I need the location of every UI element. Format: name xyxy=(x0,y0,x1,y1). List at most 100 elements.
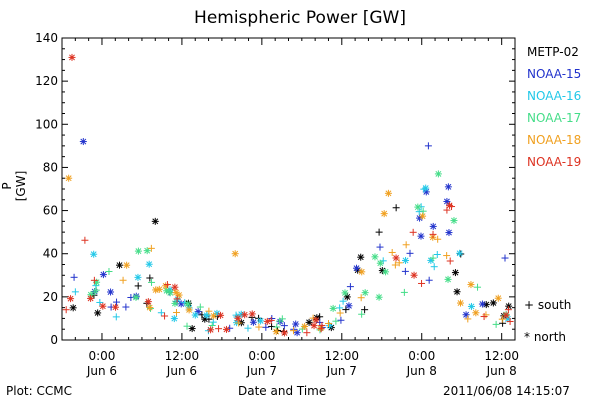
y-tick-label: 20 xyxy=(43,290,58,304)
data-point-north-d2 xyxy=(430,223,437,230)
data-point-north-d2 xyxy=(345,302,352,309)
data-point-north-d2 xyxy=(385,190,392,197)
x-tick-label-time: 0:00 xyxy=(88,349,115,363)
data-point-north-d2 xyxy=(189,325,196,332)
data-point-north-d2 xyxy=(156,286,163,293)
data-point-north-d2 xyxy=(116,262,123,269)
x-tick-label-time: 12:00 xyxy=(484,349,519,363)
data-point-north-d2 xyxy=(264,318,271,325)
data-point-north-d2 xyxy=(87,295,94,302)
data-point-north-d2 xyxy=(301,323,308,330)
x-tick-label-date: Jun 8 xyxy=(406,364,437,378)
legend-entry-noaa-16: NOAA-16 xyxy=(527,89,582,103)
data-point-north-d2 xyxy=(479,301,486,308)
data-point-north-d2 xyxy=(90,251,97,258)
data-point-north-d2 xyxy=(353,265,360,272)
data-point-north-d2 xyxy=(273,328,280,335)
data-point-north-d2 xyxy=(411,272,418,279)
legend-entry-noaa-17: NOAA-17 xyxy=(527,111,582,125)
legend-entry-metp-02: METP-02 xyxy=(527,45,579,59)
data-point-north-d2 xyxy=(173,289,179,296)
data-point-north-d2 xyxy=(112,304,119,311)
data-point-north-d2 xyxy=(446,229,452,236)
data-point-north-d2 xyxy=(377,260,384,267)
data-point-north-d2 xyxy=(376,294,383,301)
marker-key-south: + south xyxy=(524,298,572,312)
data-points xyxy=(62,53,514,337)
y-tick-label: 140 xyxy=(35,31,58,45)
data-point-north-d2 xyxy=(99,303,106,310)
data-point-north-d2 xyxy=(445,276,451,283)
data-point-north-d2 xyxy=(495,295,502,302)
legend-entry-noaa-18: NOAA-18 xyxy=(527,133,582,147)
data-point-north-d2 xyxy=(445,183,452,190)
data-point-north-d2 xyxy=(145,298,152,305)
data-point-north-d2 xyxy=(107,289,114,295)
data-point-north-d2 xyxy=(393,255,400,261)
data-point-north-d2 xyxy=(152,218,159,225)
x-tick-label-time: 0:00 xyxy=(248,349,275,363)
data-point-north-d2 xyxy=(358,268,365,275)
data-point-north-d2 xyxy=(146,304,153,311)
y-tick-label: 40 xyxy=(43,247,58,261)
y-tick-label: 100 xyxy=(35,117,58,131)
data-point-north-d2 xyxy=(67,295,74,302)
x-tick-label-date: Jun 6 xyxy=(86,364,117,378)
data-point-north-d2 xyxy=(167,289,174,296)
data-point-north-d2 xyxy=(418,233,424,240)
data-point-north-d2 xyxy=(311,322,318,329)
legend-entry-noaa-19: NOAA-19 xyxy=(527,155,582,169)
data-point-north-d2 xyxy=(503,312,510,319)
marker-key-north: * north xyxy=(524,330,567,344)
data-point-north-d2 xyxy=(241,311,248,318)
plot-axes xyxy=(61,37,516,341)
data-point-north-d2 xyxy=(207,326,214,333)
data-point-north-d2 xyxy=(342,289,348,296)
data-point-north-d2 xyxy=(344,293,351,300)
data-point-north-d2 xyxy=(93,279,100,286)
data-point-north-d2 xyxy=(146,261,153,268)
data-point-north-d2 xyxy=(454,288,461,295)
data-point-north-d2 xyxy=(178,300,185,307)
data-point-north-d2 xyxy=(100,271,107,278)
data-point-north-d2 xyxy=(402,257,409,264)
data-point-north-d2 xyxy=(435,170,442,177)
chart-title: Hemispheric Power [GW] xyxy=(194,8,406,28)
data-point-north-d2 xyxy=(232,250,239,257)
data-point-north-d2 xyxy=(234,315,241,322)
data-point-north-d2 xyxy=(135,274,141,281)
y-tick-label: 0 xyxy=(50,333,58,347)
data-point-north-d2 xyxy=(171,315,178,322)
data-point-north-d2 xyxy=(451,217,457,224)
x-tick-label-time: 12:00 xyxy=(324,349,359,363)
data-point-north-d2 xyxy=(69,54,75,61)
data-point-north-d2 xyxy=(217,312,224,319)
x-tick-label-date: Jun 8 xyxy=(486,364,517,378)
y-tick-label: 60 xyxy=(43,204,58,218)
data-point-north-d2 xyxy=(250,319,257,326)
data-point-north-d2 xyxy=(184,300,191,307)
data-point-north-d2 xyxy=(362,289,369,296)
data-point-north-d2 xyxy=(94,309,101,316)
data-point-north-d2 xyxy=(257,317,264,324)
data-point-north-d2 xyxy=(123,262,130,269)
data-point-north-d2 xyxy=(468,281,474,288)
data-point-north-d2 xyxy=(186,306,193,313)
plot-credit: Plot: CCMC xyxy=(6,384,72,398)
x-tick-label-date: Jun 7 xyxy=(326,364,357,378)
data-point-north-d2 xyxy=(472,309,479,316)
data-point-north-d2 xyxy=(294,329,301,336)
data-point-north-d2 xyxy=(210,312,217,319)
data-point-north-d2 xyxy=(505,303,512,310)
data-point-north-d2 xyxy=(152,286,159,293)
data-point-north-d2 xyxy=(192,312,199,319)
x-axis-label: Date and Time xyxy=(238,384,327,398)
data-point-north-d2 xyxy=(292,321,299,327)
data-point-north-d2 xyxy=(443,198,450,205)
x-tick-label-date: Jun 7 xyxy=(246,364,277,378)
data-point-north-d2 xyxy=(452,269,459,276)
plot-frame xyxy=(61,37,516,341)
x-tick-label-time: 12:00 xyxy=(165,349,200,363)
